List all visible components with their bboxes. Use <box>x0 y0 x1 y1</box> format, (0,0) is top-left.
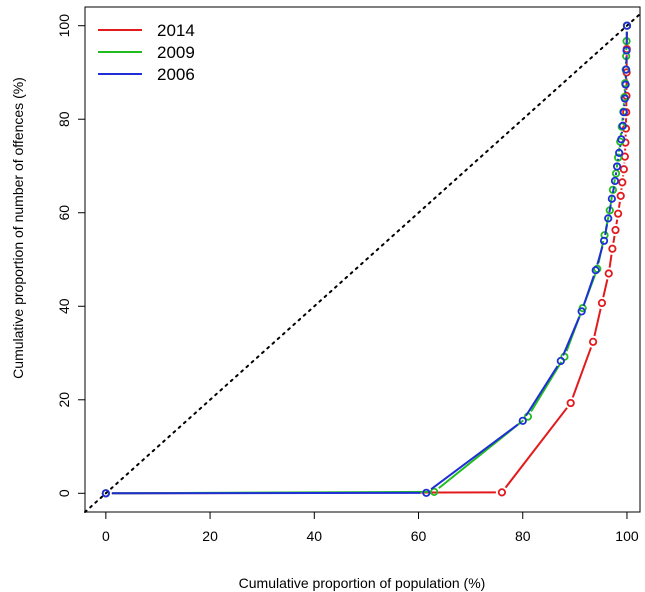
series-2014-segment <box>608 254 613 268</box>
series-2014-point <box>497 488 507 497</box>
series-2006-point <box>604 214 613 223</box>
legend-label-2006: 2006 <box>157 65 195 84</box>
series-2014-point <box>616 191 625 201</box>
series-2006-segment <box>611 186 615 193</box>
series-2014-segment <box>504 407 568 489</box>
x-tick-label: 0 <box>102 528 110 544</box>
series-2009-point <box>430 487 439 496</box>
series-2006-point <box>518 416 527 425</box>
series-2006-segment <box>604 224 609 236</box>
x-tick-label: 40 <box>307 528 323 544</box>
y-tick-label: 40 <box>56 298 72 314</box>
series-2006-segment <box>525 365 559 417</box>
series-2006-segment <box>596 246 604 265</box>
y-tick-label: 60 <box>56 205 72 221</box>
series-2006-point <box>619 108 628 117</box>
legend: 2014 2009 2006 <box>98 21 195 84</box>
series-2009-segment <box>530 361 563 413</box>
series-2006-point <box>622 46 631 55</box>
series-2006-point <box>612 162 622 171</box>
series-2006-segment <box>430 423 519 491</box>
series-2006-segment <box>562 316 581 356</box>
series-layer <box>101 21 632 498</box>
series-2006-point <box>617 135 626 144</box>
series-2014-segment <box>571 347 592 398</box>
series-2006-point <box>607 194 616 203</box>
series-2009-segment <box>609 195 613 205</box>
series-2006-point <box>622 21 632 30</box>
series-2006-segment <box>582 275 595 307</box>
series-2014-point <box>597 298 607 308</box>
series-2009-segment <box>615 163 619 168</box>
series-2006-segment <box>608 204 612 213</box>
series-2009-point <box>593 264 602 273</box>
y-tick-label: 20 <box>56 392 72 408</box>
series-2006-point <box>620 94 629 103</box>
y-axis: 0 20 40 60 80 100 <box>56 14 86 497</box>
series-2006-point <box>577 307 586 316</box>
series-2006 <box>101 21 632 498</box>
series-2014-point <box>604 269 613 278</box>
series-2014-point <box>611 225 620 235</box>
series-2014-segment <box>593 308 602 337</box>
series-2014-point <box>566 398 575 408</box>
series-2014-segment <box>602 279 609 298</box>
x-axis-title: Cumulative proportion of population (%) <box>239 575 486 591</box>
series-2006-point <box>591 266 600 275</box>
series-2006-point <box>610 176 620 186</box>
series-2009-point <box>614 153 623 162</box>
y-axis-title: Cumulative proportion of number of offen… <box>10 77 26 379</box>
series-2006-point <box>618 121 627 130</box>
legend-label-2009: 2009 <box>157 43 195 62</box>
series-2006-point <box>621 80 630 89</box>
series-2014-segment <box>617 201 621 208</box>
series-2006-point <box>615 148 624 157</box>
y-tick-label: 0 <box>56 489 72 497</box>
series-2014-segment <box>615 219 619 225</box>
series-2014-point <box>614 209 623 218</box>
series-2014-point <box>608 244 617 253</box>
equality-line <box>84 13 641 513</box>
y-tick-label: 100 <box>56 14 72 38</box>
series-2006-point <box>599 236 609 245</box>
x-tick-label: 80 <box>515 528 531 544</box>
series-2006-point <box>101 489 110 498</box>
legend-label-2014: 2014 <box>157 21 195 40</box>
series-2014-point <box>619 165 628 174</box>
x-tick-label: 20 <box>202 528 218 544</box>
series-2006-point <box>622 65 631 74</box>
x-tick-label: 100 <box>615 528 639 544</box>
x-axis: 0 20 40 60 80 100 <box>102 511 639 544</box>
series-2009-point <box>608 185 618 194</box>
series-2006-point <box>422 488 431 497</box>
series-2014-point <box>588 337 598 346</box>
x-tick-label: 60 <box>411 528 427 544</box>
series-2006-point <box>556 356 565 366</box>
y-tick-label: 80 <box>56 111 72 127</box>
series-2014-point <box>618 178 627 187</box>
series-2014-segment <box>612 235 616 243</box>
